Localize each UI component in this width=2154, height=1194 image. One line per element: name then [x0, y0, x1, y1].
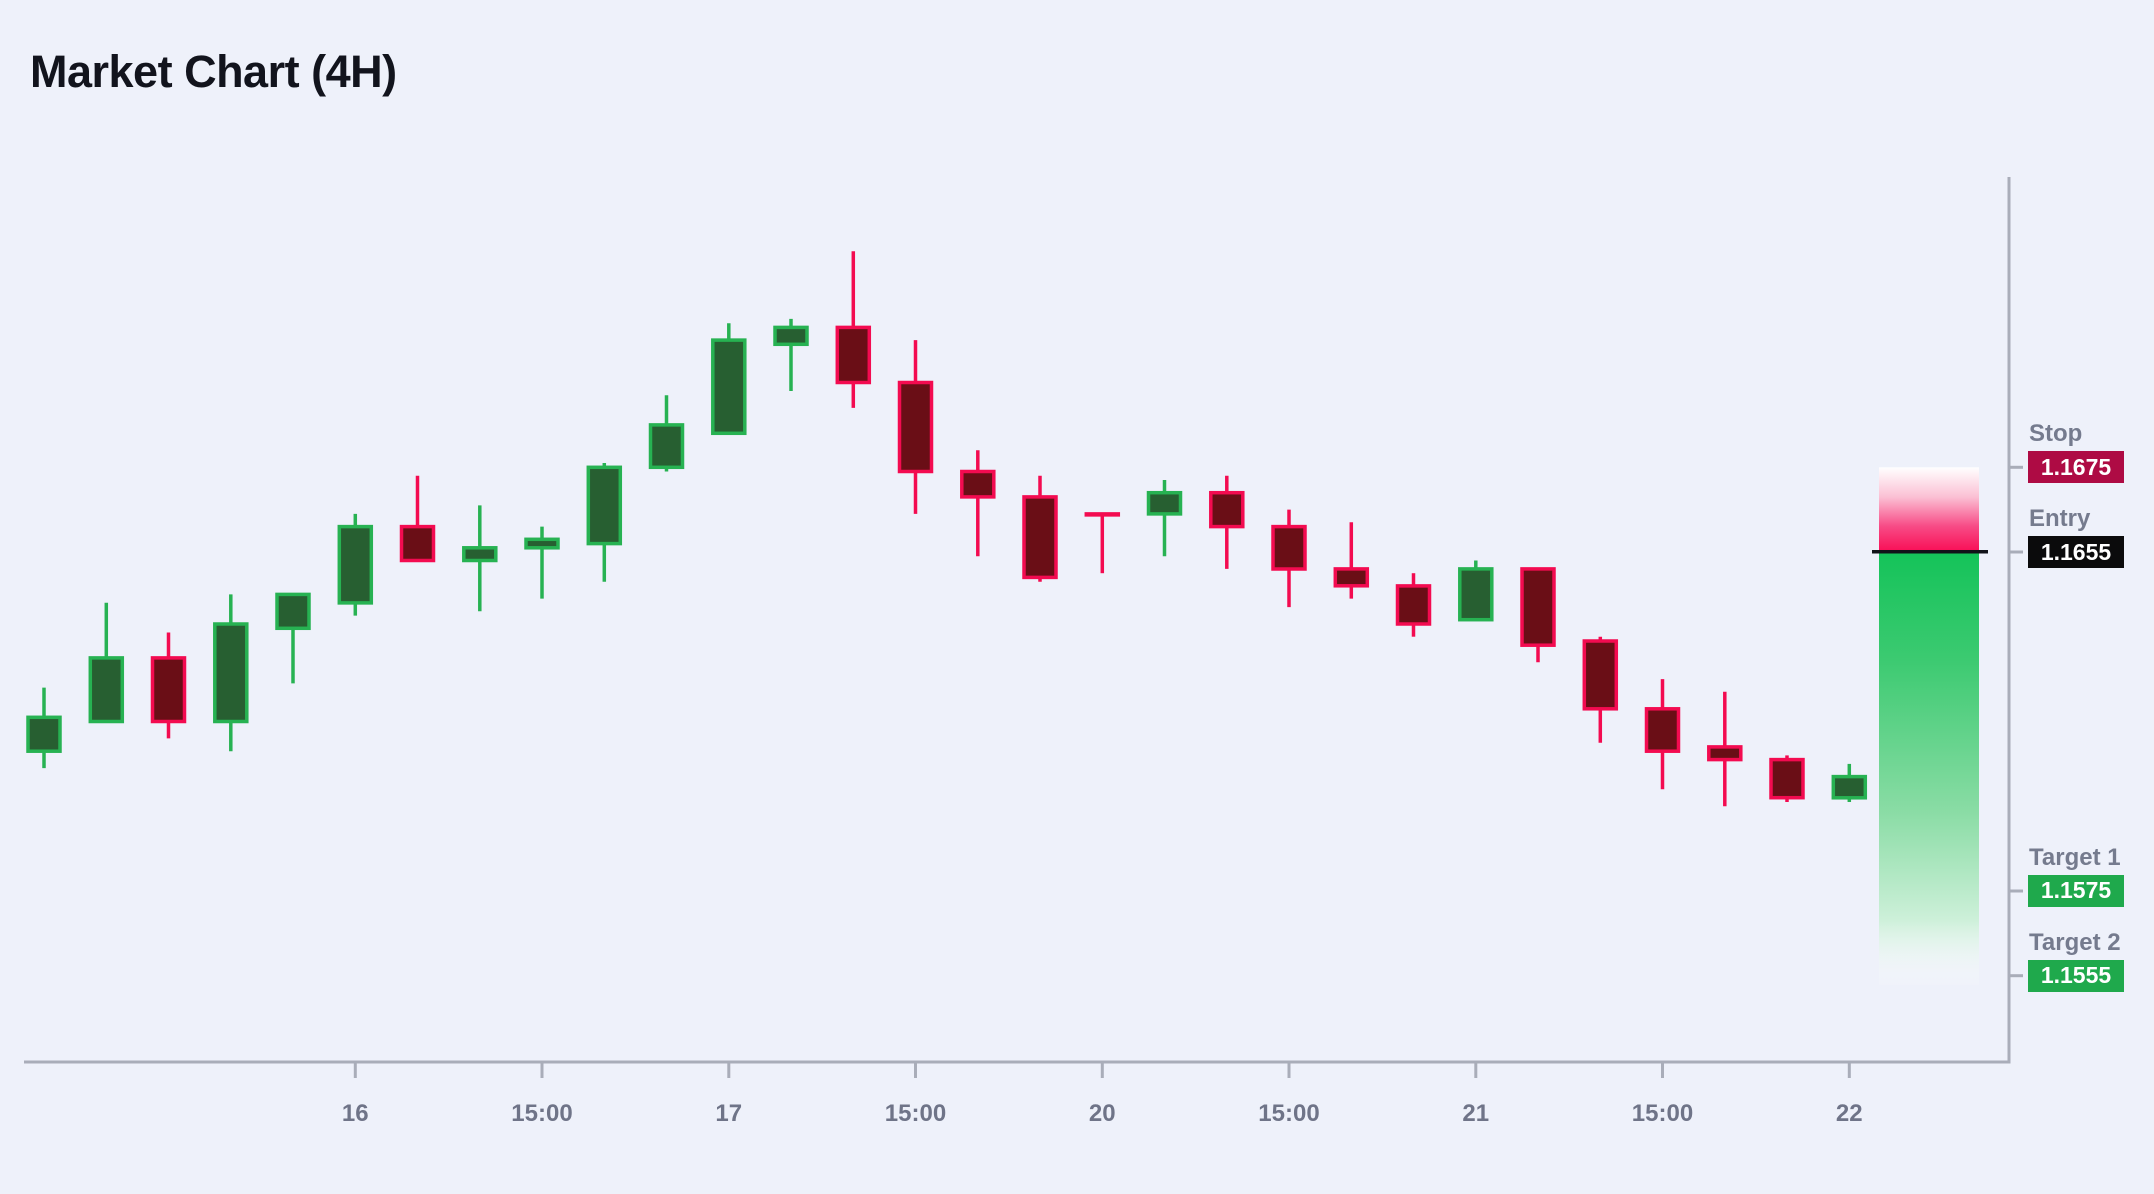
- candle-29: [1769, 755, 1805, 802]
- reward-zone: [1879, 552, 1979, 985]
- entry-label: Entry: [2029, 505, 2091, 532]
- candle-body: [773, 325, 809, 347]
- candle-body: [1644, 707, 1681, 753]
- candle-27: [1644, 679, 1681, 790]
- candle-22: [1333, 522, 1370, 599]
- candle-21: [1271, 509, 1307, 608]
- candle-2: [88, 602, 125, 724]
- candle-13: [773, 318, 809, 391]
- entry-line: [1872, 550, 1988, 554]
- x-axis-label: 15:00: [884, 1100, 947, 1127]
- candle-5: [275, 592, 311, 684]
- candle-15: [897, 340, 934, 514]
- candle-body: [26, 715, 62, 753]
- candle-body: [213, 622, 249, 724]
- candle-16: [960, 450, 996, 557]
- candle-body: [275, 592, 311, 631]
- candle-body: [1707, 745, 1743, 762]
- x-axis-label: 15:00: [1258, 1100, 1320, 1127]
- candle-body: [399, 524, 436, 563]
- target1-badge: 1.1575: [2028, 874, 2124, 907]
- candle-body: [1520, 567, 1556, 647]
- x-axis-label: 17: [715, 1100, 743, 1127]
- candle-body: [1458, 567, 1494, 622]
- chart-title: Market Chart (4H): [30, 46, 397, 98]
- x-axis-label: 22: [1835, 1100, 1863, 1127]
- candle-body: [897, 380, 934, 474]
- candle-9: [524, 526, 560, 599]
- candle-25: [1520, 567, 1556, 663]
- candle-19: [1146, 480, 1183, 557]
- candle-body: [711, 338, 747, 436]
- x-axis-label: 15:00: [1631, 1100, 1694, 1127]
- stop-badge: 1.1675: [2028, 451, 2124, 484]
- candle-body: [648, 423, 685, 470]
- risk-zone: [1879, 467, 1979, 552]
- candle-12: [711, 323, 747, 436]
- target1-label: Target 1: [2029, 843, 2121, 871]
- candle-10: [586, 463, 623, 582]
- candle-body: [1084, 512, 1121, 517]
- candle-28: [1707, 691, 1743, 807]
- candle-3: [150, 632, 187, 739]
- candle-body: [524, 537, 560, 550]
- candle-body: [1831, 774, 1868, 800]
- candle-body: [1769, 757, 1805, 800]
- candle-body: [1582, 639, 1619, 711]
- candle-body: [1395, 584, 1432, 626]
- candle-11: [648, 395, 685, 472]
- candle-7: [399, 475, 436, 563]
- entry-badge: 1.1655: [2028, 536, 2124, 568]
- candle-24: [1458, 560, 1494, 622]
- stop-label: Stop: [2029, 420, 2083, 448]
- candle-body: [337, 524, 374, 605]
- candle-body: [586, 465, 623, 546]
- candle-14: [835, 251, 872, 408]
- candle-20: [1209, 475, 1245, 569]
- candle-body: [150, 656, 187, 724]
- target2-badge: 1.1555: [2028, 959, 2124, 992]
- candle-1: [26, 687, 62, 769]
- x-axis-label: 15:00: [511, 1100, 573, 1127]
- x-axis-label: 20: [1088, 1100, 1116, 1127]
- candle-26: [1582, 636, 1619, 743]
- candle-body: [1333, 567, 1370, 588]
- candle-body: [88, 656, 125, 724]
- candle-6: [337, 513, 374, 616]
- candle-body: [1271, 524, 1307, 571]
- candle-body: [1146, 490, 1183, 516]
- candle-18: [1084, 512, 1121, 574]
- candle-body: [462, 546, 498, 563]
- target2-label: Target 2: [2029, 928, 2121, 956]
- candle-body: [1209, 490, 1245, 529]
- candle-23: [1395, 573, 1432, 637]
- candle-body: [835, 325, 872, 385]
- x-axis-label: 16: [341, 1100, 369, 1127]
- candle-30: [1831, 763, 1868, 802]
- candle-17: [1022, 475, 1058, 582]
- x-axis-label: 21: [1462, 1100, 1490, 1127]
- candle-body: [1022, 495, 1058, 580]
- candle-8: [462, 505, 498, 612]
- candle-body: [960, 469, 996, 499]
- candle-4: [213, 594, 249, 752]
